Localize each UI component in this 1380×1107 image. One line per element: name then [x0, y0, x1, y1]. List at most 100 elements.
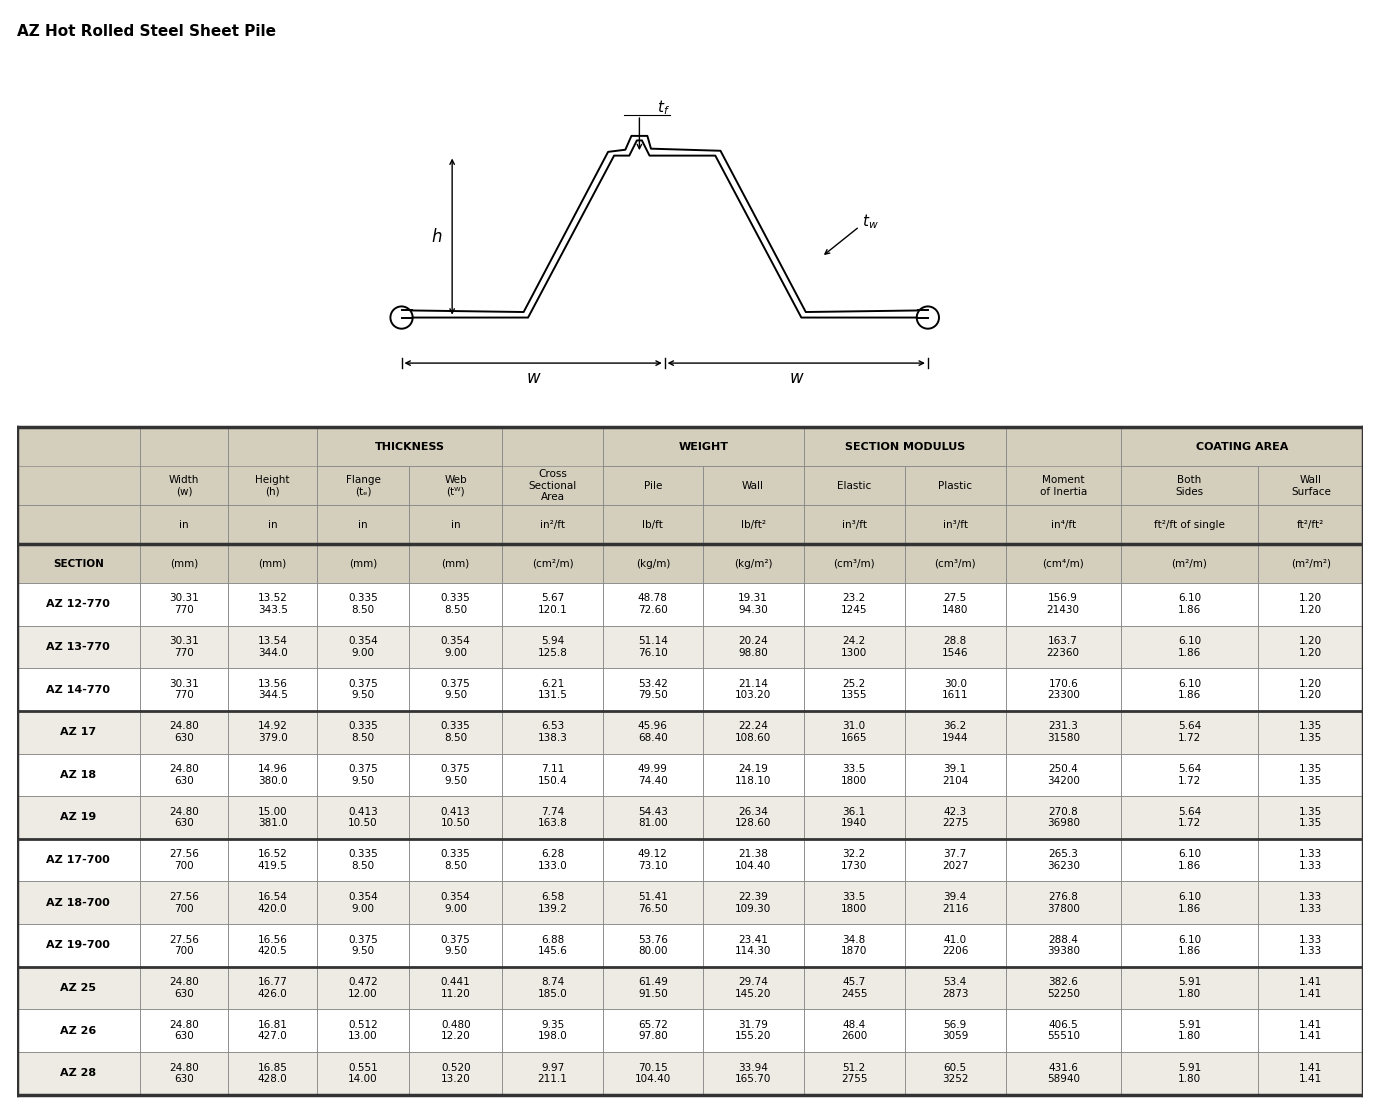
Text: 48.4
2600: 48.4 2600: [840, 1020, 867, 1042]
Bar: [702, 625, 803, 669]
Text: COATING AREA: COATING AREA: [1196, 442, 1289, 452]
Bar: [502, 583, 603, 625]
Text: 21.38
104.40: 21.38 104.40: [736, 849, 771, 871]
Bar: [803, 583, 905, 625]
Text: 0.335
8.50: 0.335 8.50: [348, 722, 378, 743]
Bar: [410, 466, 502, 505]
Text: (cm⁴/m): (cm⁴/m): [1042, 559, 1085, 569]
Bar: [139, 583, 229, 625]
Text: 0.551
14.00: 0.551 14.00: [348, 1063, 378, 1084]
Text: 6.53
138.3: 6.53 138.3: [538, 722, 567, 743]
Bar: [1006, 711, 1121, 754]
Bar: [1121, 669, 1259, 711]
Bar: [229, 796, 317, 839]
Bar: [702, 1052, 803, 1095]
Bar: [803, 545, 905, 583]
Bar: [603, 505, 702, 545]
Bar: [1121, 1052, 1259, 1095]
Bar: [1121, 839, 1259, 881]
Bar: [139, 966, 229, 1010]
Text: 13.56
344.5: 13.56 344.5: [258, 679, 287, 701]
Text: Moment
of Inertia: Moment of Inertia: [1039, 475, 1087, 497]
Text: 26.34
128.60: 26.34 128.60: [736, 807, 771, 828]
Bar: [1121, 545, 1259, 583]
Bar: [1259, 505, 1363, 545]
Bar: [139, 1052, 229, 1095]
Text: 33.5
1800: 33.5 1800: [840, 892, 867, 913]
Bar: [229, 711, 317, 754]
Bar: [702, 1010, 803, 1052]
Text: t$_f$: t$_f$: [657, 99, 671, 117]
Bar: [803, 625, 905, 669]
Bar: [229, 545, 317, 583]
Text: 163.7
22360: 163.7 22360: [1046, 637, 1079, 658]
Text: SECTION MODULUS: SECTION MODULUS: [845, 442, 965, 452]
Text: 9.97
211.1: 9.97 211.1: [538, 1063, 567, 1084]
Bar: [905, 625, 1006, 669]
Text: 250.4
34200: 250.4 34200: [1047, 764, 1079, 786]
Text: AZ 18: AZ 18: [61, 769, 97, 779]
Text: 24.80
630: 24.80 630: [170, 1020, 199, 1042]
Bar: [502, 839, 603, 881]
Bar: [905, 545, 1006, 583]
Bar: [1259, 1010, 1363, 1052]
Bar: [603, 711, 702, 754]
Text: 0.413
10.50: 0.413 10.50: [440, 807, 471, 828]
Text: (m²/m): (m²/m): [1172, 559, 1208, 569]
Bar: [139, 466, 229, 505]
Bar: [1121, 711, 1259, 754]
Bar: [1121, 625, 1259, 669]
Text: 0.335
8.50: 0.335 8.50: [440, 593, 471, 615]
Text: 36.1
1940: 36.1 1940: [840, 807, 868, 828]
Text: Wall: Wall: [742, 480, 765, 490]
Bar: [229, 924, 317, 966]
Bar: [1006, 881, 1121, 924]
Text: ft²/ft²: ft²/ft²: [1297, 519, 1325, 529]
Text: 6.10
1.86: 6.10 1.86: [1179, 679, 1201, 701]
Bar: [17, 839, 139, 881]
Bar: [1259, 839, 1363, 881]
Text: 5.64
1.72: 5.64 1.72: [1179, 764, 1201, 786]
Bar: [229, 754, 317, 796]
Bar: [317, 924, 410, 966]
Text: Web
(tᵂ): Web (tᵂ): [444, 475, 466, 497]
Text: 1.33
1.33: 1.33 1.33: [1299, 849, 1322, 871]
Bar: [410, 924, 502, 966]
Bar: [905, 796, 1006, 839]
Bar: [502, 966, 603, 1010]
Bar: [1006, 583, 1121, 625]
Bar: [803, 881, 905, 924]
Text: 0.520
13.20: 0.520 13.20: [440, 1063, 471, 1084]
Bar: [1006, 1010, 1121, 1052]
Text: t$_w$: t$_w$: [862, 213, 879, 230]
Bar: [702, 711, 803, 754]
Text: 70.15
104.40: 70.15 104.40: [635, 1063, 671, 1084]
Text: 14.92
379.0: 14.92 379.0: [258, 722, 287, 743]
Text: 156.9
21430: 156.9 21430: [1046, 593, 1079, 615]
Bar: [702, 796, 803, 839]
Text: 0.480
12.20: 0.480 12.20: [440, 1020, 471, 1042]
Text: 53.4
2873: 53.4 2873: [943, 977, 969, 999]
Bar: [1259, 1052, 1363, 1095]
Bar: [1121, 583, 1259, 625]
Bar: [702, 466, 803, 505]
Bar: [17, 505, 139, 545]
Text: 24.80
630: 24.80 630: [170, 807, 199, 828]
Bar: [317, 505, 410, 545]
Bar: [317, 881, 410, 924]
Text: AZ 25: AZ 25: [61, 983, 97, 993]
Bar: [410, 711, 502, 754]
Text: 30.31
770: 30.31 770: [170, 679, 199, 701]
Text: 0.354
9.00: 0.354 9.00: [348, 892, 378, 913]
Bar: [17, 583, 139, 625]
Text: 27.56
700: 27.56 700: [170, 849, 199, 871]
Bar: [502, 545, 603, 583]
Bar: [1006, 466, 1121, 505]
Bar: [1259, 881, 1363, 924]
Bar: [803, 669, 905, 711]
Bar: [905, 966, 1006, 1010]
Text: Plastic: Plastic: [938, 480, 972, 490]
Bar: [317, 754, 410, 796]
Bar: [17, 881, 139, 924]
Bar: [502, 669, 603, 711]
